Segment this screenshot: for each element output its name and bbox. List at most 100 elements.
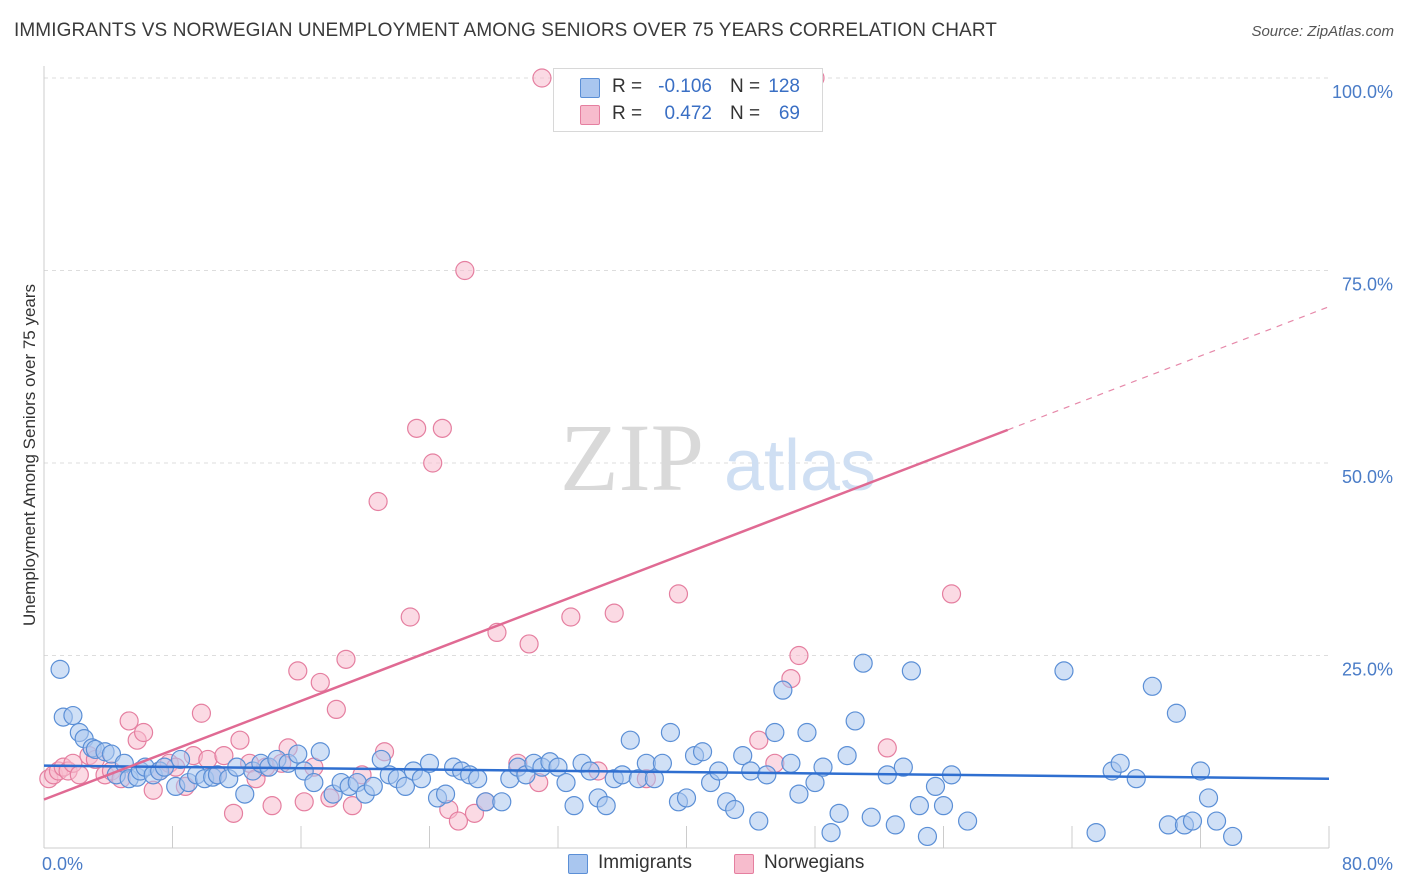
data-point-immigrants: [901, 661, 921, 681]
data-point-immigrants: [660, 722, 681, 743]
data-point-immigrants: [837, 745, 857, 766]
data-point-norwegians: [310, 672, 330, 693]
watermark: ZIP atlas: [560, 404, 876, 511]
data-point-norwegians: [133, 722, 154, 743]
data-point-immigrants: [773, 680, 793, 700]
data-point-immigrants: [757, 765, 777, 785]
data-point-immigrants: [476, 792, 496, 812]
data-point-immigrants: [1142, 676, 1162, 696]
data-point-immigrants: [1086, 822, 1106, 843]
data-point-immigrants: [492, 792, 512, 812]
data-point-norwegians: [230, 730, 250, 750]
legend-label-norwegians: Norwegians: [764, 852, 865, 873]
data-point-immigrants: [709, 761, 729, 781]
data-point-norwegians: [368, 491, 388, 512]
stats-r-label: R =: [612, 76, 643, 97]
data-point-norwegians: [464, 803, 485, 823]
data-point-immigrants: [395, 776, 416, 797]
trend-line-norwegians: [43, 428, 1009, 801]
data-point-immigrants: [725, 799, 745, 820]
data-point-immigrants: [741, 761, 761, 781]
data-point-norwegians: [789, 645, 809, 666]
data-point-immigrants: [288, 744, 308, 764]
data-point-immigrants: [853, 653, 873, 673]
y-tick-label: 100.0%: [1332, 82, 1393, 102]
data-point-immigrants: [925, 776, 946, 797]
data-point-immigrants: [1206, 811, 1227, 831]
data-point-norwegians: [294, 792, 314, 812]
trend-lines: [43, 306, 1330, 801]
data-point-immigrants: [644, 769, 664, 789]
data-point-immigrants: [821, 822, 841, 843]
data-point-immigrants: [861, 807, 881, 827]
data-point-immigrants: [304, 772, 324, 793]
data-point-immigrants: [692, 742, 713, 762]
series-immigrants-points: [50, 653, 1243, 847]
data-point-immigrants: [957, 811, 978, 831]
data-point-norwegians: [448, 811, 469, 831]
data-point-norwegians: [749, 730, 769, 750]
data-point-immigrants: [1190, 761, 1211, 781]
stats-r-value: -0.106: [658, 76, 712, 97]
data-point-norwegians: [941, 584, 962, 604]
data-point-norwegians: [262, 796, 282, 816]
legend: Immigrants Norwegians: [0, 851, 1406, 879]
data-point-immigrants: [933, 796, 954, 816]
data-point-immigrants: [363, 776, 383, 797]
data-point-immigrants: [813, 757, 833, 777]
y-tick-label: 50.0%: [1342, 467, 1393, 487]
data-point-norwegians: [668, 584, 689, 604]
watermark-zip: ZIP: [560, 404, 704, 511]
stats-row-immigrants: R = -0.106 N = 128: [554, 73, 822, 101]
data-point-norwegians: [455, 260, 475, 281]
data-point-immigrants: [909, 796, 930, 816]
data-point-immigrants: [781, 753, 801, 773]
data-point-immigrants: [170, 749, 191, 770]
data-point-immigrants: [596, 796, 616, 816]
x-tick-label: 80.0%: [1342, 854, 1393, 874]
stats-r-label: R =: [612, 103, 643, 124]
x-tick-label: 0.0%: [42, 854, 83, 874]
data-point-norwegians: [400, 607, 420, 627]
y-tick-label: 75.0%: [1342, 275, 1393, 295]
stats-r-value: 0.472: [664, 103, 712, 124]
data-point-immigrants: [845, 711, 865, 731]
stats-box: R = -0.106 N = 128 R = 0.472 N = 69: [553, 68, 823, 132]
data-point-immigrants: [1110, 753, 1130, 773]
data-point-immigrants: [765, 722, 785, 743]
data-point-immigrants: [556, 772, 576, 793]
data-point-immigrants: [1182, 811, 1203, 831]
data-point-norwegians: [326, 699, 346, 720]
trend-extension-norwegians: [1007, 306, 1330, 431]
watermark-atlas: atlas: [724, 426, 876, 506]
data-point-norwegians: [288, 661, 308, 681]
legend-swatch-immigrants: [568, 854, 588, 874]
data-point-immigrants: [893, 757, 913, 777]
data-point-norwegians: [198, 749, 218, 770]
data-point-immigrants: [435, 784, 456, 804]
stats-swatch-immigrants: [580, 78, 600, 98]
data-point-immigrants: [1223, 826, 1243, 847]
data-point-immigrants: [829, 803, 849, 823]
data-point-immigrants: [620, 730, 640, 750]
stats-n-value: 69: [778, 103, 800, 124]
data-point-norwegians: [432, 418, 452, 438]
data-point-immigrants: [1126, 769, 1146, 789]
stats-swatch-norwegians: [580, 105, 600, 125]
data-point-norwegians: [191, 703, 212, 723]
data-point-immigrants: [789, 784, 809, 804]
data-point-immigrants: [1166, 703, 1187, 723]
data-point-immigrants: [885, 815, 905, 835]
data-point-norwegians: [423, 453, 443, 473]
stats-n-label: N =: [730, 76, 761, 97]
data-point-immigrants: [797, 722, 817, 743]
data-point-norwegians: [407, 418, 427, 438]
data-point-norwegians: [604, 603, 624, 623]
data-point-immigrants: [564, 796, 584, 816]
data-point-immigrants: [1054, 661, 1074, 681]
data-point-norwegians: [69, 765, 89, 785]
stats-n-value: 128: [768, 76, 800, 97]
data-point-immigrants: [468, 769, 488, 789]
y-tick-label: 25.0%: [1342, 660, 1393, 680]
data-point-immigrants: [1198, 788, 1219, 808]
